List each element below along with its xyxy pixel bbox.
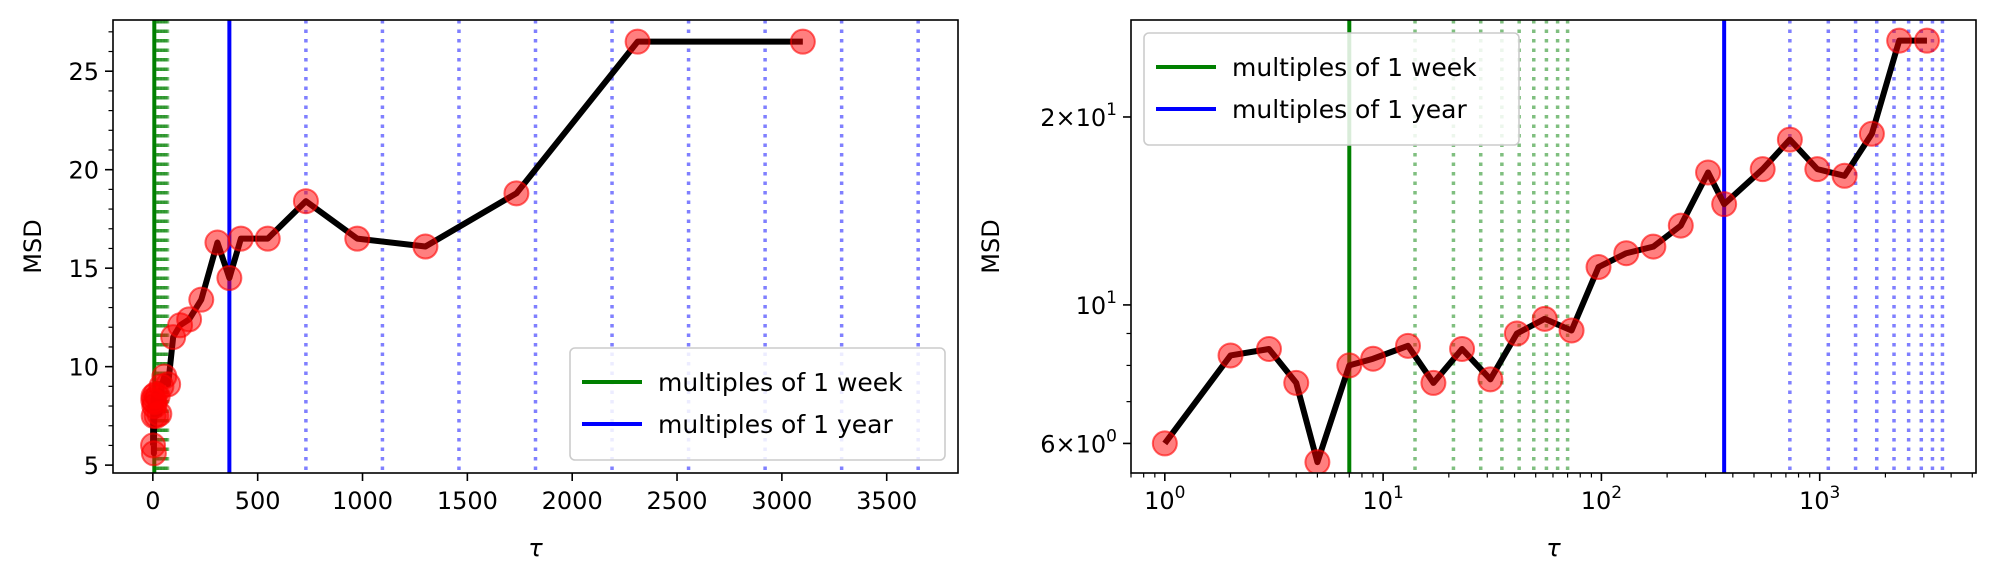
legend-label-week: multiples of 1 week [658, 368, 903, 397]
x-ticks: 100 101 102 103 [1144, 473, 1840, 515]
y-tick-label: 6×100 [1040, 426, 1117, 458]
data-point [176, 306, 203, 333]
data-point [1360, 345, 1387, 372]
x-tick-label: 101 [1362, 483, 1403, 515]
data-point [1449, 335, 1476, 362]
data-point [1749, 156, 1776, 183]
data-point [1804, 156, 1831, 183]
data-point [1667, 212, 1694, 239]
data-point [412, 233, 439, 260]
data-point [188, 286, 215, 313]
y-axis-label: MSD [19, 219, 47, 273]
legend-label-week: multiples of 1 week [1232, 53, 1477, 82]
data-point [1336, 352, 1363, 379]
legend: multiples of 1 week multiples of 1 year [569, 347, 946, 461]
x-tick-label: 102 [1581, 483, 1622, 515]
data-point [1394, 332, 1421, 359]
legend-box [1143, 32, 1520, 146]
y-tick-label: 5 [84, 452, 99, 480]
data-point [227, 225, 254, 252]
data-point [1858, 120, 1885, 147]
legend-label-year: multiples of 1 year [658, 410, 893, 439]
data-point [1776, 126, 1803, 153]
chart-msd-log: 100 101 102 103 6×100 101 2×101 τ MSD multiples o… [977, 19, 1977, 562]
data-point [1283, 369, 1310, 396]
data-point [1477, 366, 1504, 393]
data-point [1558, 317, 1585, 344]
data-point [1151, 430, 1178, 457]
x-axis-label: τ [528, 534, 543, 562]
data-point [146, 400, 173, 427]
x-tick-label: 500 [235, 487, 281, 515]
data-point [1255, 335, 1282, 362]
data-point [254, 225, 281, 252]
data-point [1695, 159, 1722, 186]
y-ticks: 5 10 15 20 25 [68, 58, 113, 480]
x-tick-label: 3000 [751, 487, 812, 515]
data-point [1420, 369, 1447, 396]
y-tick-label: 10 [68, 354, 99, 382]
legend-label-year: multiples of 1 year [1232, 95, 1467, 124]
x-tick-label: 1500 [437, 487, 498, 515]
msd-markers [140, 28, 816, 467]
msd-markers [1151, 27, 1940, 473]
data-point [155, 371, 182, 398]
msd-series-line [150, 38, 803, 457]
x-axis-label: τ [1546, 534, 1561, 562]
data-point [1711, 191, 1738, 218]
data-point [1585, 254, 1612, 281]
plot-area [140, 20, 920, 473]
data-point [1913, 27, 1940, 54]
data-point [204, 229, 231, 256]
y-ticks: 6×100 101 2×101 [1040, 100, 1131, 458]
data-point [1503, 320, 1530, 347]
x-minor-ticks [1130, 473, 1973, 478]
data-point [1304, 449, 1331, 473]
chart-msd-linear: 0 500 1000 1500 2000 2500 3000 3500 5 10 15 20 25 τ MS… [19, 19, 959, 562]
x-tick-label: 0 [145, 487, 160, 515]
plot-area [1151, 20, 1945, 473]
x-tick-label: 2500 [646, 487, 707, 515]
y-tick-label: 101 [1076, 288, 1117, 320]
x-ticks: 0 500 1000 1500 2000 2500 3000 3500 [145, 473, 917, 515]
x-tick-label: 3500 [856, 487, 917, 515]
y-minor-ticks [108, 31, 113, 447]
y-tick-label: 15 [68, 255, 99, 283]
data-point [503, 180, 530, 207]
x-tick-label: 2000 [542, 487, 603, 515]
data-point [1831, 162, 1858, 189]
y-tick-label: 25 [68, 58, 99, 86]
dotted-year-lines [1788, 20, 1945, 473]
data-point [1531, 305, 1558, 332]
data-point [292, 188, 319, 215]
data-point [344, 225, 371, 252]
x-tick-label: 100 [1144, 483, 1185, 515]
legend: multiples of 1 week multiples of 1 year [1143, 32, 1520, 146]
x-tick-label: 1000 [332, 487, 393, 515]
y-tick-label: 2×101 [1040, 100, 1117, 132]
axes-frame [112, 19, 959, 474]
data-point [789, 28, 816, 55]
y-minor-ticks [1126, 332, 1131, 403]
data-point [1886, 27, 1913, 54]
x-tick-label: 103 [1799, 483, 1840, 515]
y-axis-label: MSD [977, 219, 1005, 273]
data-point [1217, 342, 1244, 369]
legend-box [569, 347, 946, 461]
data-point [140, 440, 167, 467]
data-point [1613, 240, 1640, 267]
data-point [216, 265, 243, 292]
y-tick-label: 20 [68, 157, 99, 185]
data-point [624, 28, 651, 55]
data-point [1640, 233, 1667, 260]
